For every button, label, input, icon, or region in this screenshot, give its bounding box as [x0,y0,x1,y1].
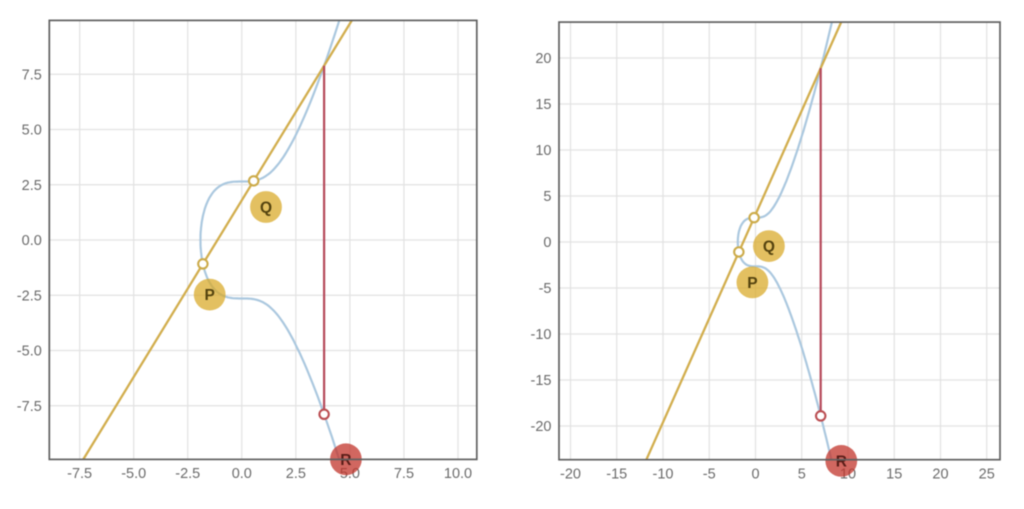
svg-text:5: 5 [543,189,551,205]
svg-text:R: R [340,452,351,469]
svg-text:-2.5: -2.5 [17,288,42,304]
svg-text:-5.0: -5.0 [121,466,146,482]
svg-text:10: 10 [535,143,551,159]
svg-text:-20: -20 [531,419,552,435]
svg-text:-20: -20 [560,466,581,482]
svg-text:7.5: 7.5 [22,67,42,83]
svg-text:25: 25 [979,466,995,482]
svg-text:10.0: 10.0 [444,466,472,482]
svg-text:5: 5 [798,466,806,482]
svg-text:0.0: 0.0 [232,466,252,482]
svg-text:5.0: 5.0 [22,123,42,139]
svg-text:R: R [836,453,847,470]
svg-text:-10: -10 [531,327,552,343]
svg-text:-5: -5 [539,281,552,297]
svg-text:P: P [747,275,757,292]
svg-text:-7.5: -7.5 [67,466,92,482]
svg-text:-5.0: -5.0 [17,344,42,360]
svg-text:0: 0 [543,235,551,251]
svg-text:20: 20 [932,466,948,482]
svg-text:-15: -15 [531,373,552,389]
svg-text:20: 20 [535,51,551,67]
svg-text:Q: Q [763,239,775,256]
svg-text:2.5: 2.5 [22,178,42,194]
svg-text:-10: -10 [653,466,674,482]
svg-text:-2.5: -2.5 [175,466,200,482]
svg-text:15: 15 [535,97,551,113]
svg-text:-5: -5 [703,466,716,482]
svg-text:7.5: 7.5 [394,466,414,482]
svg-text:P: P [205,287,215,304]
svg-text:0.0: 0.0 [22,233,42,249]
svg-text:0: 0 [751,466,759,482]
svg-text:-15: -15 [606,466,627,482]
svg-text:Q: Q [260,200,272,217]
svg-text:-7.5: -7.5 [17,399,42,415]
svg-text:15: 15 [886,466,902,482]
svg-text:2.5: 2.5 [286,466,306,482]
